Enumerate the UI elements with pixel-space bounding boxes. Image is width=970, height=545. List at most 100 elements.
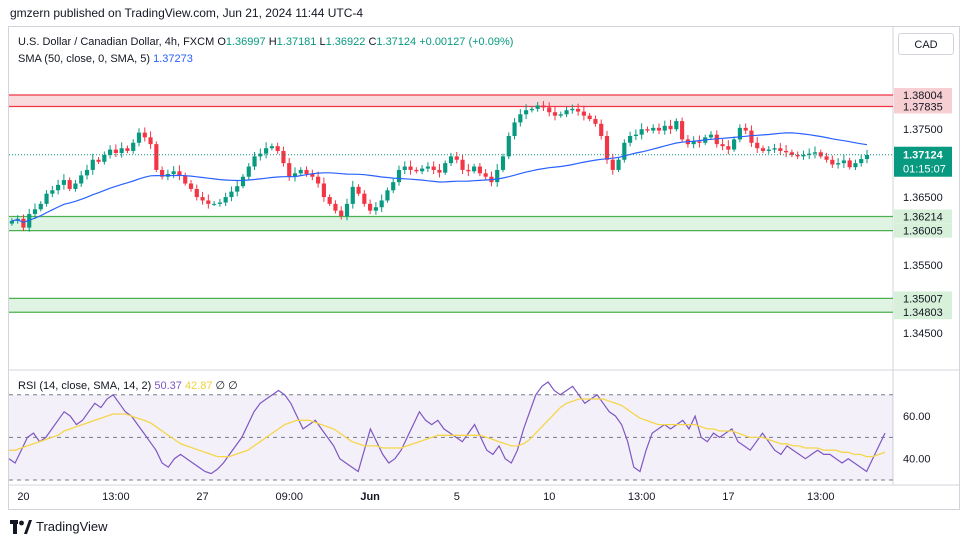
candle-body-32: [194, 188, 199, 198]
symbol-legend: U.S. Dollar / Canadian Dollar, 4h, FXCM …: [18, 36, 513, 48]
candle-body-24: [148, 137, 153, 145]
candle-body-4: [32, 209, 38, 215]
candle-body-48: [287, 163, 292, 177]
currency-button[interactable]: CAD: [898, 33, 954, 55]
time-tick-3: 09:00: [275, 491, 303, 503]
candle-body-141: [824, 156, 829, 160]
candle-body-47: [281, 150, 286, 164]
candle-body-58: [344, 203, 350, 217]
candle-body-14: [90, 159, 95, 170]
candle-body-42: [252, 156, 257, 167]
candle-body-71: [420, 168, 425, 172]
candle-body-90: [529, 108, 534, 111]
candle-body-111: [651, 127, 656, 131]
candle-body-64: [379, 200, 384, 208]
candle-body-108: [633, 134, 638, 136]
candle-body-97: [570, 108, 575, 111]
candle-body-146: [853, 163, 858, 168]
candle-body-35: [212, 203, 217, 205]
candle-body-96: [564, 110, 569, 115]
zone-bottom-label-2: 1.34803: [903, 307, 943, 319]
candle-body-136: [795, 155, 800, 157]
candle-body-85: [500, 156, 506, 170]
zone-bottom-label-bg-1: [894, 223, 952, 238]
candle-body-131: [766, 149, 771, 151]
candle-body-21: [131, 142, 136, 151]
candle-body-128: [749, 130, 754, 143]
candle-body-86: [506, 136, 511, 157]
candle-body-119: [697, 141, 702, 143]
candle-body-18: [113, 149, 118, 153]
candle-body-59: [350, 186, 355, 204]
candle-body-31: [188, 183, 194, 189]
chart-frame: [8, 26, 960, 510]
candle-body-135: [789, 152, 794, 155]
candle-body-6: [44, 193, 49, 204]
last-price-label-bg: [894, 146, 952, 177]
candle-body-110: [645, 129, 650, 131]
rsi-extra: ∅ ∅: [215, 380, 238, 392]
rsi-tick-0: 60.00: [903, 411, 931, 423]
time-tick-7: 13:00: [628, 491, 656, 503]
high-label: H: [268, 36, 277, 48]
candle-body-91: [535, 105, 540, 109]
price-tick-0: 1.37500: [903, 124, 943, 136]
candle-body-133: [778, 148, 783, 151]
last-price-label: 1.37124: [903, 150, 944, 162]
sma-label: SMA (50, close, 0, SMA, 5): [18, 53, 151, 65]
symbol-title: U.S. Dollar / Canadian Dollar, 4h, FXCM: [18, 36, 215, 48]
open-value: 1.36997: [225, 36, 266, 48]
candle-body-92: [541, 105, 546, 108]
price-tick-1: 1.36500: [903, 192, 943, 204]
zone-bottom-label-0: 1.37835: [903, 101, 943, 113]
candle-body-126: [737, 127, 742, 140]
candle-body-88: [518, 114, 523, 123]
candle-body-44: [264, 148, 269, 154]
candle-body-78: [460, 159, 465, 170]
candle-body-113: [662, 125, 667, 131]
candle-body-81: [477, 166, 482, 174]
publisher-line: gmzern published on TradingView.com, Jun…: [10, 6, 364, 20]
zone-0: [9, 95, 893, 107]
candle-body-68: [402, 166, 407, 170]
candle-body-121: [708, 134, 714, 138]
high-value: 1.37181: [276, 36, 317, 48]
candle-body-50: [298, 169, 303, 174]
candle-body-132: [772, 148, 777, 150]
rsi-ma-line: [9, 398, 886, 458]
candle-body-76: [448, 156, 454, 164]
candle-body-70: [414, 169, 419, 172]
candle-body-28: [171, 171, 176, 174]
candle-body-138: [807, 153, 812, 155]
candle-body-87: [512, 122, 517, 136]
candle-body-45: [269, 146, 274, 149]
time-tick-6: 10: [543, 491, 555, 503]
candle-body-62: [368, 203, 373, 211]
candle-body-98: [576, 108, 581, 112]
candle-body-23: [142, 132, 147, 138]
candle-body-26: [160, 169, 165, 177]
candle-body-54: [321, 183, 326, 198]
rsi-legend: RSI (14, close, SMA, 14, 2) 50.37 42.87 …: [18, 379, 238, 392]
low-value: 1.36922: [325, 36, 366, 48]
candle-body-55: [327, 197, 332, 204]
candle-body-118: [691, 141, 696, 145]
candle-body-75: [443, 163, 448, 173]
tradingview-logo[interactable]: TradingView: [10, 519, 108, 534]
zone-2: [9, 298, 893, 313]
candle-body-106: [622, 142, 627, 160]
candle-body-19: [119, 148, 124, 153]
tradingview-logo-icon: [10, 519, 32, 534]
candle-body-49: [292, 173, 298, 177]
candle-body-63: [373, 207, 378, 211]
candle-body-38: [229, 191, 234, 198]
time-tick-2: 27: [196, 491, 208, 503]
candle-body-56: [333, 203, 338, 211]
candle-body-36: [217, 202, 222, 204]
candle-body-100: [587, 115, 592, 120]
candle-body-107: [628, 136, 633, 143]
candle-body-109: [639, 129, 644, 135]
candle-body-16: [102, 155, 107, 162]
candle-body-80: [472, 166, 477, 172]
